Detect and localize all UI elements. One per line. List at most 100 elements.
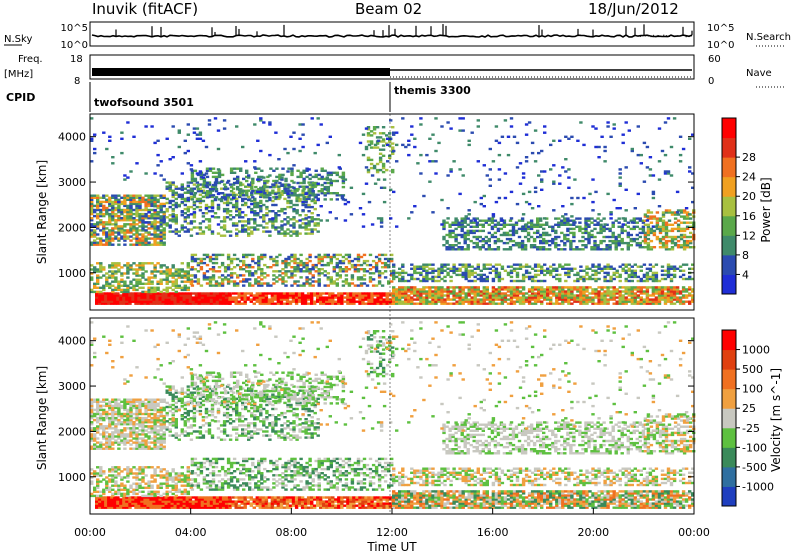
power-cell	[584, 237, 588, 241]
power-cell	[167, 300, 171, 303]
power-cell	[294, 296, 299, 299]
power-cell	[380, 284, 385, 287]
power-cell	[186, 222, 190, 225]
power-cell	[93, 268, 97, 271]
power-cell	[566, 229, 570, 233]
power-cell	[216, 168, 221, 171]
power-cell	[242, 259, 246, 263]
power-cell	[524, 298, 529, 301]
power-cell	[682, 229, 687, 233]
power-cell	[464, 215, 468, 218]
power-cell	[431, 298, 435, 301]
power-cell	[350, 278, 355, 281]
power-cell	[90, 219, 94, 222]
power-cell	[401, 296, 405, 299]
power-cell	[358, 292, 362, 295]
power-cell	[551, 229, 555, 233]
power-cell	[158, 302, 162, 305]
power-cell	[368, 278, 373, 281]
power-cell	[632, 219, 636, 222]
power-cell	[317, 280, 321, 283]
power-cell	[398, 279, 402, 283]
power-cell	[189, 187, 194, 190]
power-cell	[603, 294, 607, 297]
power-cell	[247, 195, 251, 199]
power-cell	[532, 246, 537, 249]
power-cell	[284, 259, 288, 263]
power-cell	[490, 225, 495, 228]
power-cell	[167, 292, 171, 295]
power-cell	[286, 192, 290, 196]
power-cell	[131, 300, 135, 303]
power-cell	[475, 237, 479, 241]
power-cell	[612, 288, 616, 291]
power-cell	[131, 294, 135, 297]
power-cell	[244, 203, 248, 207]
power-cell	[639, 279, 643, 283]
power-cell	[515, 279, 520, 283]
power-cell	[460, 219, 464, 222]
power-cell	[328, 300, 332, 303]
power-cell	[564, 273, 568, 277]
power-cell	[105, 237, 109, 240]
power-cell	[203, 302, 208, 305]
power-cell	[669, 294, 674, 297]
power-cell	[658, 241, 663, 245]
power-cell	[579, 286, 583, 289]
power-cell	[542, 239, 546, 243]
power-cell	[361, 300, 365, 303]
power-cell	[630, 292, 634, 295]
power-cell	[661, 237, 666, 241]
power-cell	[540, 290, 544, 293]
power-cell	[159, 280, 163, 283]
power-cell	[144, 217, 148, 220]
power-cell	[320, 167, 324, 170]
power-cell	[537, 279, 541, 283]
power-cell	[455, 269, 459, 272]
power-cell	[186, 286, 190, 289]
power-cell	[485, 298, 489, 301]
power-cell	[518, 290, 523, 293]
power-cell	[670, 211, 675, 214]
power-cell	[226, 266, 231, 269]
power-cell	[240, 298, 244, 301]
power-cell	[144, 262, 148, 265]
power-cell	[183, 197, 187, 201]
power-cell	[603, 279, 607, 283]
power-cell	[428, 180, 432, 183]
power-cell	[454, 237, 458, 241]
power-cell	[235, 222, 239, 225]
power-cell	[194, 296, 199, 299]
power-cell	[458, 294, 462, 297]
power-cell	[597, 277, 601, 281]
power-cell	[164, 294, 168, 297]
power-cell	[102, 239, 106, 242]
power-cell	[273, 298, 278, 301]
power-cell	[473, 298, 477, 301]
power-cell	[174, 193, 178, 196]
power-cell	[476, 277, 480, 281]
power-cell	[388, 300, 392, 303]
power-cell	[579, 300, 583, 303]
power-cell	[211, 274, 216, 277]
power-cell	[272, 196, 276, 199]
power-cell	[549, 269, 553, 272]
power-cell	[105, 233, 109, 236]
power-cell	[170, 292, 174, 295]
power-cell	[658, 246, 663, 249]
power-cell	[404, 292, 408, 295]
power-cell	[165, 288, 169, 292]
power-cell	[183, 284, 187, 287]
power-cell	[245, 263, 249, 267]
power-cell	[107, 298, 111, 301]
power-cell	[488, 302, 492, 305]
power-cell	[546, 294, 550, 297]
power-cell	[190, 175, 195, 179]
power-cell	[392, 290, 396, 293]
power-cell	[667, 235, 672, 239]
power-cell	[521, 288, 526, 291]
power-cell	[135, 194, 139, 197]
power-cell	[478, 223, 482, 226]
power-cell	[473, 288, 477, 291]
power-cell	[591, 298, 595, 301]
